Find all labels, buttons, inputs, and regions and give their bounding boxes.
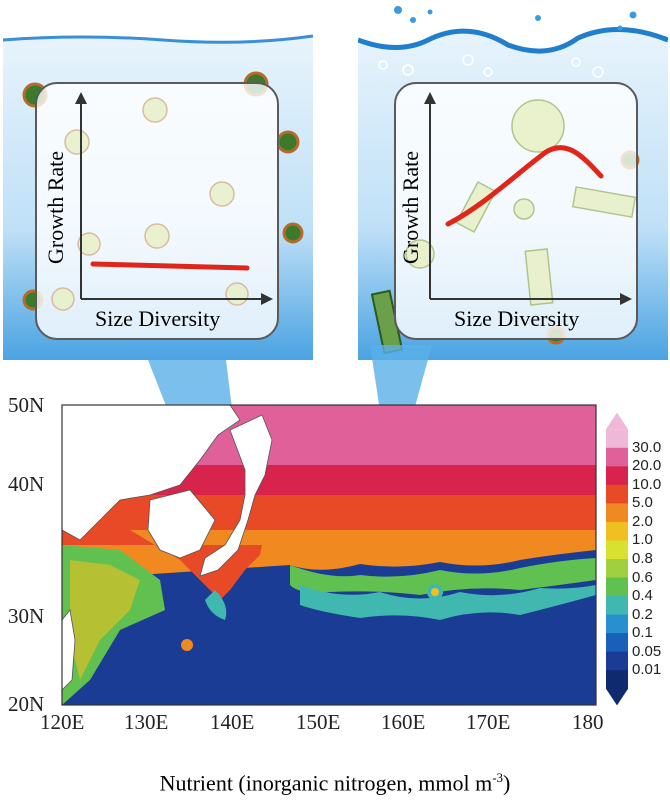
colorbar-swatch [606, 614, 628, 634]
lat-label-30n: 30N [8, 604, 45, 628]
colorbar-swatch [606, 651, 628, 671]
left-inset-plot: Growth Rate Size Diversity [35, 82, 279, 340]
right-growth-curve [445, 145, 604, 227]
lat-label-50n: 50N [8, 393, 45, 417]
colorbar-bottom-arrow-icon [606, 688, 628, 706]
colorbar-label: 20.0 [632, 457, 662, 475]
colorbar-swatch [606, 577, 628, 597]
colorbar-label: 1.0 [632, 531, 653, 549]
colorbar-swatch [606, 521, 628, 541]
colorbar-label: 0.05 [632, 642, 662, 660]
colorbar-swatch [606, 484, 628, 504]
lon-label-130e: 130E [124, 710, 169, 734]
colorbar-label: 0.6 [632, 568, 653, 586]
colorbar-swatch [606, 447, 628, 467]
colorbar-label: 10.0 [632, 475, 662, 493]
map-x-title-end: ) [503, 770, 511, 796]
colorbar-top-arrow-icon [606, 412, 628, 430]
right-inset-plot: Growth Rate Size Diversity [394, 82, 638, 340]
left-x-arrow-icon [261, 293, 273, 305]
lon-label-150e: 150E [296, 710, 341, 734]
asia-landmass [61, 404, 241, 541]
colorbar-swatch [606, 503, 628, 523]
lon-label-180: 180 [572, 710, 604, 734]
colorbar-swatch [606, 670, 628, 690]
colorbar-label: 0.4 [632, 587, 653, 605]
right-y-arrow-icon [424, 92, 436, 104]
map-frame [61, 404, 597, 706]
lon-label-170e: 170E [466, 710, 511, 734]
map-x-title-sup: -3 [492, 770, 504, 785]
colorbar-swatch [606, 429, 628, 449]
left-x-axis-label: Size Diversity [95, 306, 221, 331]
left-y-arrow-icon [75, 92, 87, 104]
nutrient-map: 50N 40N 30N 20N 120E 130E 140E 150E 160E… [0, 380, 670, 811]
lat-label-20n: 20N [8, 692, 45, 716]
right-panel-high-diversity: Growth Rate Size Diversity [358, 0, 668, 360]
left-panel-low-diversity: Growth Rate Size Diversity [3, 0, 313, 360]
lon-label-140e: 140E [210, 710, 255, 734]
japan-landmass [199, 414, 273, 577]
colorbar-label: 0.2 [632, 605, 653, 623]
map-x-title: Nutrient (inorganic nitrogen, mmol m-3) [0, 770, 670, 796]
right-inset-svg [405, 92, 636, 306]
colorbar-swatch [606, 559, 628, 579]
lon-label-160e: 160E [381, 710, 426, 734]
map-x-title-text: Nutrient (inorganic nitrogen, mmol m [159, 770, 493, 796]
colorbar-label: 30.0 [632, 438, 662, 456]
korea-landmass [147, 489, 216, 559]
lat-label-40n: 40N [8, 472, 45, 496]
lon-label-120e: 120E [40, 710, 85, 734]
right-x-arrow-icon [620, 293, 632, 305]
colorbar-swatch [606, 466, 628, 486]
colorbar-swatch [606, 596, 628, 616]
colorbar-label: 0.8 [632, 550, 653, 567]
cells-left [22, 71, 304, 311]
colorbar-label: 2.0 [632, 512, 653, 530]
left-inset-svg [51, 92, 273, 311]
colorbar-label: 0.1 [632, 624, 653, 642]
colorbar-swatch [606, 540, 628, 560]
map-svg [61, 404, 628, 706]
colorbar-label: 0.01 [632, 661, 662, 679]
left-growth-curve [90, 261, 250, 271]
colorbar-swatch [606, 633, 628, 653]
right-x-axis-label: Size Diversity [454, 306, 580, 331]
colorbar [606, 412, 628, 706]
colorbar-label: 5.0 [632, 494, 653, 512]
